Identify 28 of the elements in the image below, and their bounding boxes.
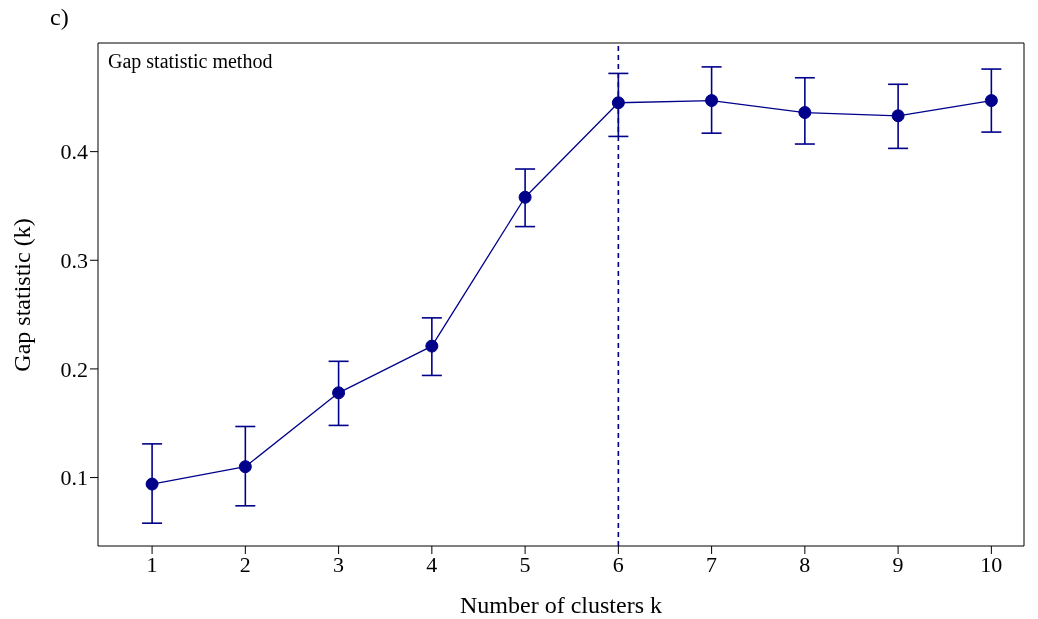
x-tick-label: 2 — [239, 551, 251, 577]
x-tick-label: 8 — [799, 551, 811, 577]
x-tick-label: 4 — [426, 551, 438, 577]
x-tick-label: 5 — [519, 551, 531, 577]
chart-title: Gap statistic method — [108, 50, 273, 73]
y-tick-label: 0.2 — [60, 356, 88, 382]
x-tick-label: 1 — [146, 551, 158, 577]
y-tick-label: 0.4 — [60, 139, 88, 165]
x-tick-label: 7 — [706, 551, 718, 577]
point — [332, 386, 346, 400]
point — [705, 94, 719, 108]
x-tick-label: 6 — [612, 551, 624, 577]
y-axis-title: Gap statistic (k) — [8, 218, 36, 372]
point — [238, 460, 252, 474]
x-tick-label: 3 — [333, 551, 345, 577]
x-axis-title: Number of clusters k — [460, 592, 662, 618]
x-tick-label: 9 — [892, 551, 904, 577]
point — [611, 96, 625, 110]
text: c) — [50, 4, 69, 31]
point — [425, 339, 439, 353]
point — [145, 477, 159, 491]
point — [891, 109, 905, 123]
point — [984, 94, 998, 108]
y-tick-label: 0.3 — [60, 248, 88, 274]
point — [518, 190, 532, 204]
x-tick-label: 10 — [980, 551, 1003, 577]
y-tick-label: 0.1 — [60, 465, 88, 491]
point — [798, 106, 812, 120]
